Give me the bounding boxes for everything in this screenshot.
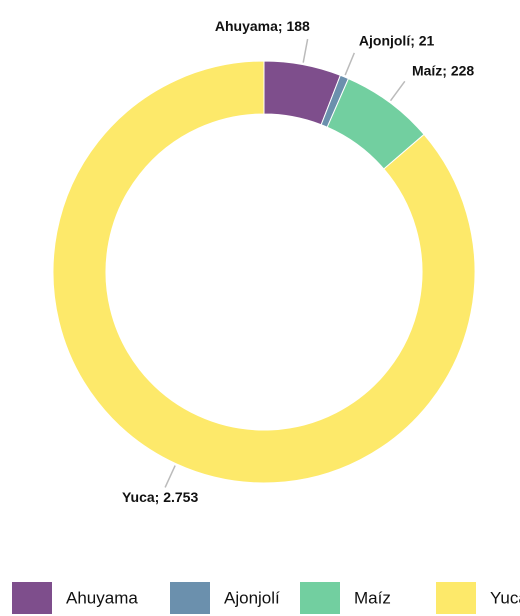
data-label: Ajonjolí; 21 bbox=[359, 32, 435, 48]
legend-swatch bbox=[170, 582, 210, 614]
legend-label: Yuca bbox=[490, 588, 520, 607]
legend-label: Maíz bbox=[354, 588, 391, 607]
data-label: Maíz; 228 bbox=[412, 62, 474, 78]
legend-swatch bbox=[12, 582, 52, 614]
legend-swatch bbox=[436, 582, 476, 614]
leader-line bbox=[302, 38, 309, 63]
data-label: Ahuyama; 188 bbox=[215, 18, 310, 34]
legend-label: Ajonjolí bbox=[224, 588, 280, 607]
legend-swatch bbox=[300, 582, 340, 614]
data-label: Yuca; 2.753 bbox=[122, 489, 198, 505]
leader-line bbox=[344, 52, 356, 76]
donut-slice bbox=[52, 60, 476, 484]
leader-line bbox=[389, 80, 406, 102]
leader-line bbox=[164, 465, 176, 488]
legend-label: Ahuyama bbox=[66, 588, 138, 607]
